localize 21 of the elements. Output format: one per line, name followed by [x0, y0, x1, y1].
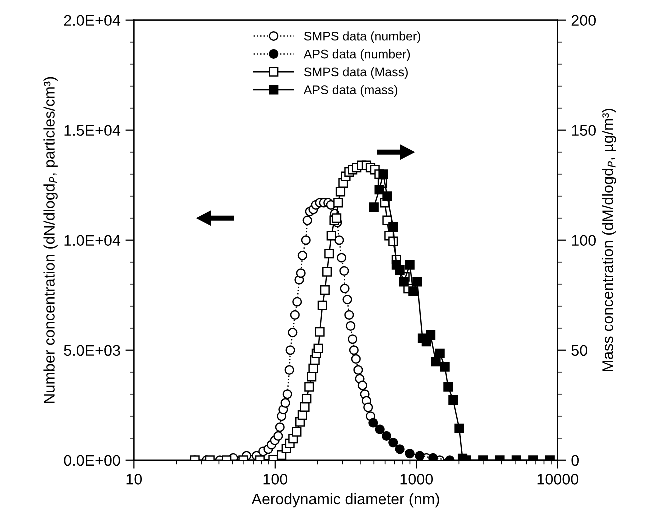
x-tick-label: 100 [264, 474, 288, 485]
y2-tick-label: 100 [572, 235, 596, 246]
y-tick-label: 5.0E+03 [64, 345, 120, 356]
y2-tick-label: 150 [572, 125, 596, 136]
y2-tick-label: 0 [572, 455, 580, 466]
y2-tick-label: 200 [572, 15, 596, 26]
y-tick-label: 1.5E+04 [64, 125, 121, 136]
legend-label: SMPS data (Mass) [304, 67, 408, 80]
x-tick-label: 10 [126, 474, 142, 485]
y2-tick-label: 50 [572, 345, 588, 356]
x-tick-label: 10000 [538, 474, 579, 485]
y-axis-title: Number concentration (dN/dlogd$_{P}$, particles/cm³) [44, 77, 58, 404]
legend-label: APS data (number) [304, 50, 410, 62]
y-tick-label: 1.0E+04 [64, 235, 121, 246]
y-tick-label: 2.0E+04 [64, 15, 121, 26]
y2-axis-title: Mass concentration (dM/dlogd$_{P}$, µg/m³) [602, 109, 616, 372]
legend-label: APS data (mass) [304, 85, 398, 97]
y-tick-label: 0.0E+00 [64, 455, 120, 466]
x-tick-label: 1000 [400, 474, 434, 485]
legend-label: SMPS data (number) [304, 32, 420, 44]
x-axis-title: Aerodynamic diameter (nm) [252, 493, 440, 508]
